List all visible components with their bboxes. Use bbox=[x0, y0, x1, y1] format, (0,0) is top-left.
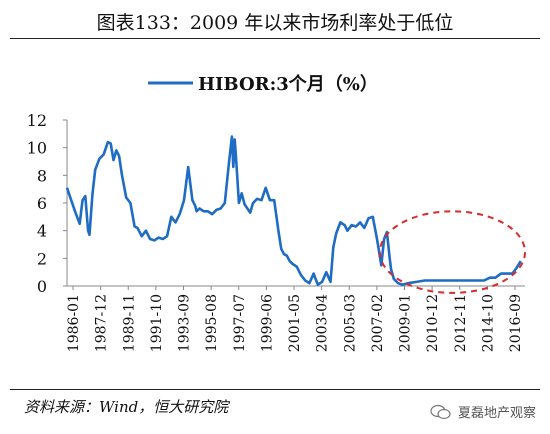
x-tick-label: 2007-02 bbox=[370, 294, 386, 352]
x-tick-label: 2001-05 bbox=[287, 294, 303, 352]
x-tick-label: 2014-10 bbox=[480, 294, 496, 352]
x-tick-label: 2003-04 bbox=[315, 294, 331, 352]
x-tick-label: 1995-08 bbox=[204, 294, 220, 352]
axes: 0 2 4 6 8 10 12 1986-01 1987-12 1989-11 1991-10 199… bbox=[27, 111, 525, 352]
y-tick-label: 0 bbox=[37, 277, 47, 296]
plot-area bbox=[65, 135, 522, 286]
y-tick-label: 6 bbox=[37, 194, 47, 213]
x-tick-label: 1986-01 bbox=[66, 294, 82, 352]
annotation-layer bbox=[378, 210, 527, 294]
y-tick-label: 10 bbox=[27, 139, 47, 158]
x-tick-label: 1997-07 bbox=[232, 294, 248, 352]
series-line-hibor-3m bbox=[65, 135, 522, 286]
x-tick-label: 2005-03 bbox=[342, 294, 358, 352]
x-tick-label: 1999-06 bbox=[259, 294, 275, 352]
legend-label: HIBOR:3个月（%） bbox=[198, 73, 378, 95]
y-tick-label: 12 bbox=[27, 111, 47, 130]
hibor-line-chart: HIBOR:3个月（%） 0 2 4 6 8 10 12 1986-01 1987-12 1989… bbox=[27, 73, 527, 352]
x-tick-label: 1993-09 bbox=[177, 294, 193, 352]
x-tick-label: 2009-01 bbox=[398, 294, 414, 352]
title-divider bbox=[10, 38, 540, 39]
page-title: 图表133：2009 年以来市场利率处于低位 bbox=[96, 12, 454, 34]
x-tick-label: 1989-11 bbox=[121, 294, 137, 352]
source-note: 资料来源：Wind，恒大研究院 bbox=[24, 398, 229, 416]
watermark: 夏磊地产观察 bbox=[430, 402, 536, 421]
watermark-text: 夏磊地产观察 bbox=[457, 406, 536, 421]
x-tick-label: 2010-12 bbox=[425, 294, 441, 352]
y-tick-label: 4 bbox=[37, 222, 47, 241]
x-tick-label: 1991-10 bbox=[149, 294, 165, 352]
wechat-icon bbox=[430, 404, 451, 419]
y-tick-label: 8 bbox=[37, 166, 47, 185]
x-tick-label: 2012-11 bbox=[453, 294, 469, 352]
legend: HIBOR:3个月（%） bbox=[148, 73, 378, 95]
highlight-ellipse bbox=[378, 210, 527, 294]
x-tick-label: 2016-09 bbox=[508, 294, 524, 352]
x-tick-label: 1987-12 bbox=[94, 294, 110, 352]
source-divider bbox=[10, 389, 540, 390]
y-tick-label: 2 bbox=[37, 249, 47, 268]
